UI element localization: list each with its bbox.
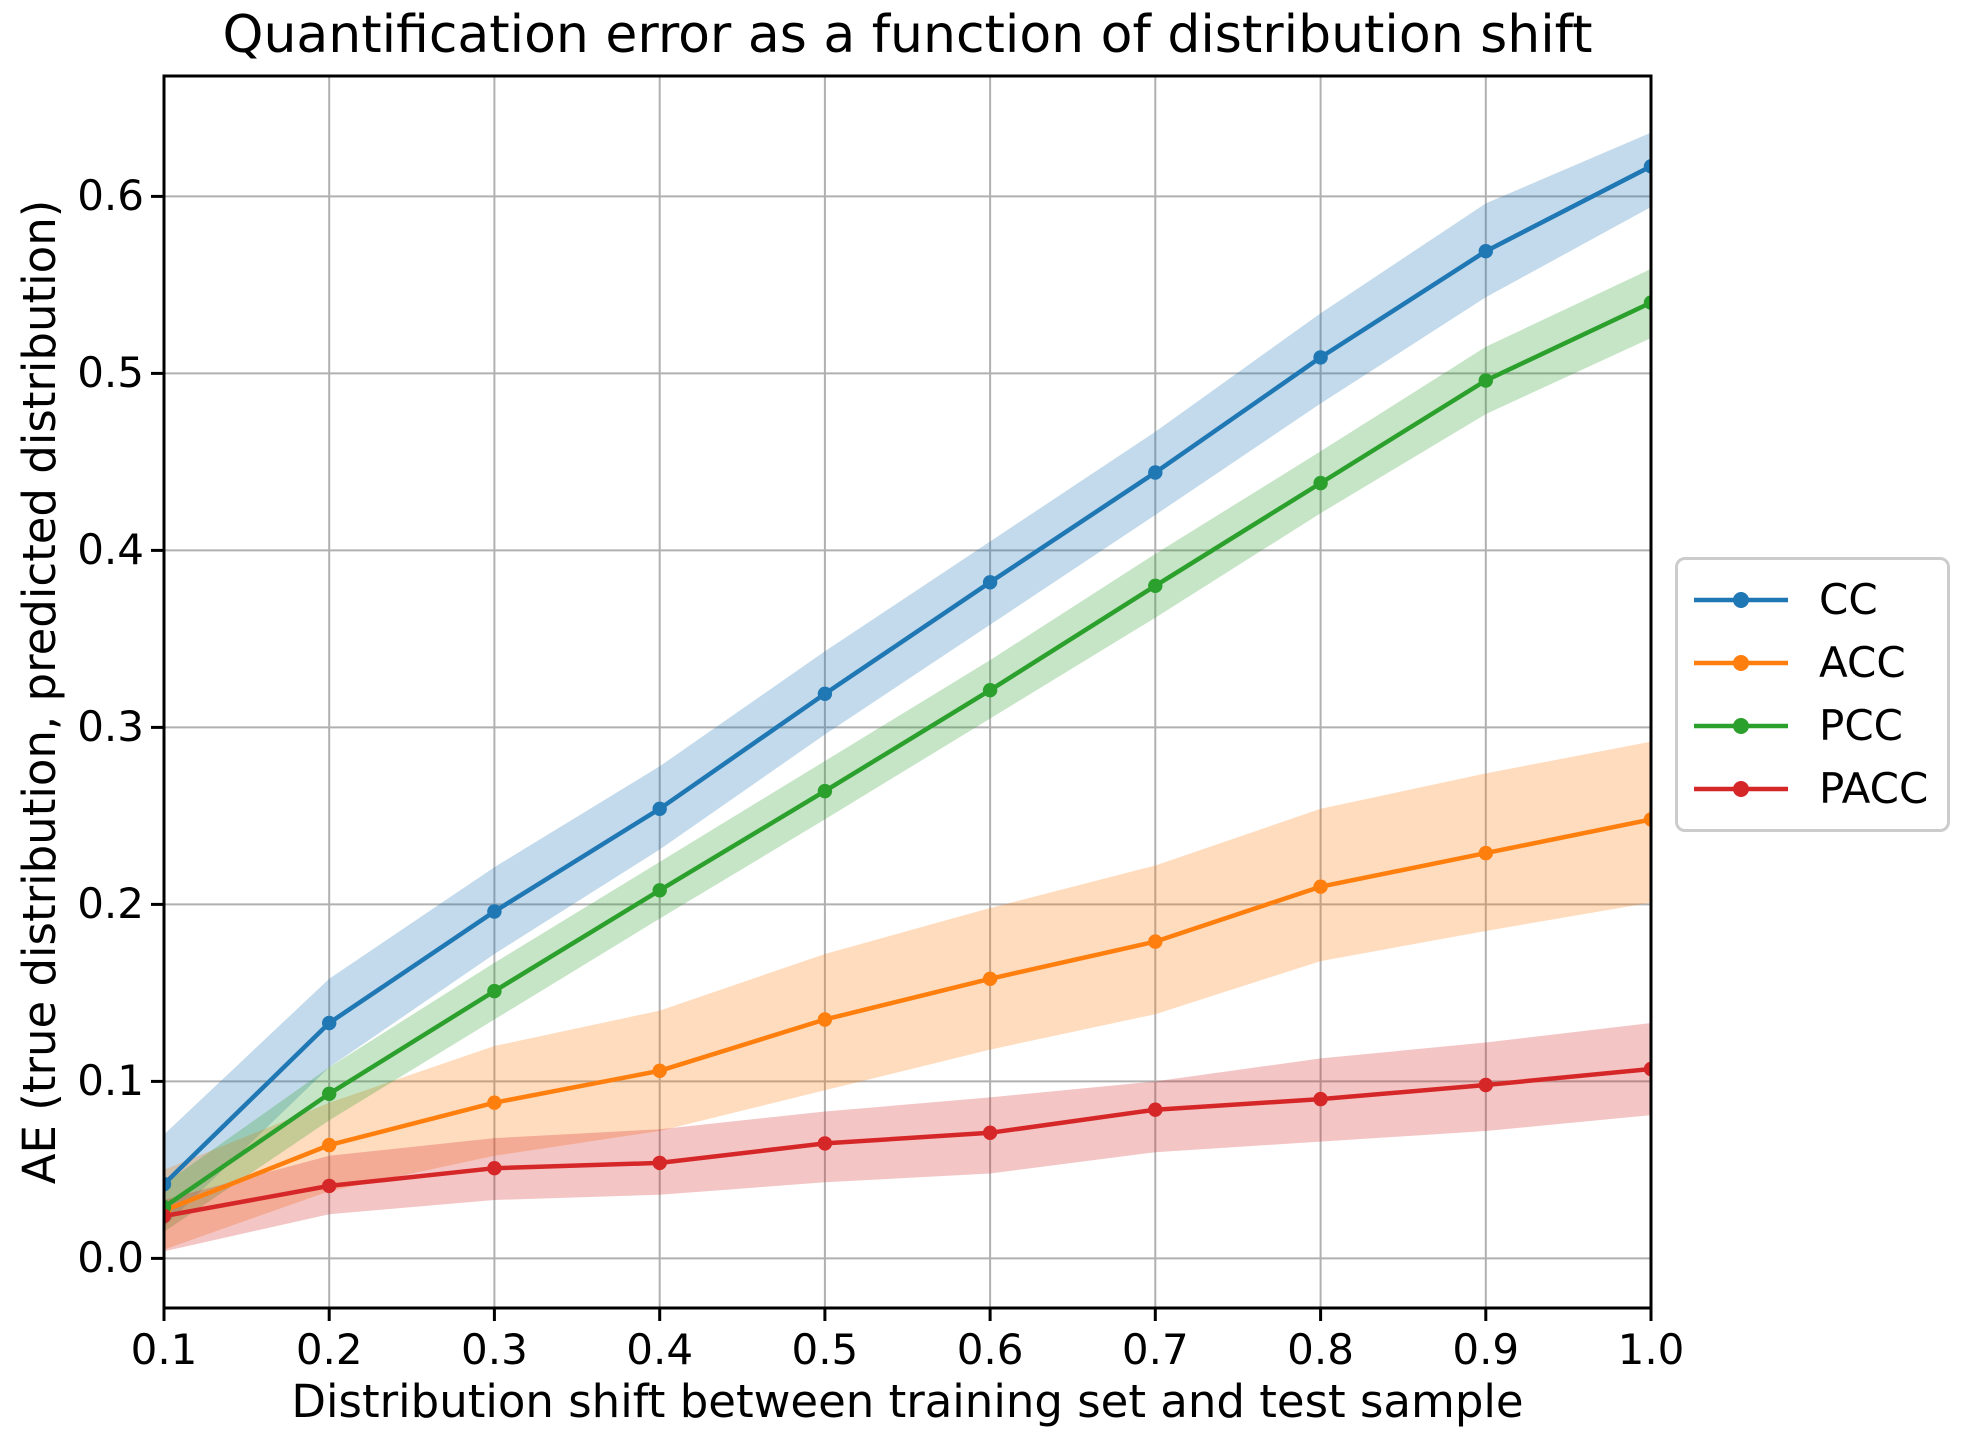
chart-title: Quantification error as a function of di…	[222, 5, 1593, 65]
x-tick-label: 0.4	[626, 1325, 694, 1374]
marker-acc	[1313, 879, 1328, 894]
y-tick-label: 0.6	[77, 171, 144, 221]
marker-pacc	[1148, 1102, 1163, 1117]
y-tick-label: 0.5	[77, 348, 144, 398]
marker-pcc	[1478, 373, 1494, 388]
marker-pacc	[487, 1161, 502, 1176]
marker-cc	[164, 1176, 172, 1192]
marker-pcc	[1643, 295, 1651, 310]
marker-pcc	[322, 1086, 337, 1102]
marker-pacc	[1478, 1077, 1494, 1093]
legend-label: ACC	[1819, 637, 1906, 687]
marker-pacc	[164, 1208, 172, 1224]
y-tick-label: 0.0	[77, 1233, 144, 1283]
marker-acc	[652, 1063, 667, 1079]
markers-cc	[164, 159, 1651, 1192]
legend-label: PACC	[1819, 764, 1929, 814]
y-tick-label: 0.1	[77, 1056, 144, 1106]
marker-cc	[487, 904, 502, 919]
legend-line-sample-cc	[1694, 591, 1788, 608]
legend-item-pcc: PCC	[1678, 701, 1947, 751]
data-layer	[164, 132, 1651, 1252]
marker-acc	[1643, 812, 1651, 827]
marker-acc	[982, 971, 998, 986]
marker-pcc	[982, 683, 998, 698]
marker-cc	[1313, 350, 1328, 365]
marker-pacc	[982, 1125, 998, 1141]
legend-line-sample-acc	[1694, 654, 1788, 671]
marker-cc	[1643, 159, 1651, 174]
y-tick-label: 0.4	[77, 525, 144, 575]
error-band-cc	[164, 132, 1651, 1227]
error-band-acc	[164, 741, 1651, 1250]
legend-item-pacc: PACC	[1678, 764, 1947, 814]
legend-line-sample-pacc	[1694, 781, 1788, 798]
x-tick-label: 0.8	[1287, 1325, 1354, 1374]
marker-cc	[322, 1015, 337, 1031]
x-tick-label: 1.0	[1617, 1325, 1685, 1374]
marker-pacc	[1313, 1091, 1328, 1107]
marker-pacc	[322, 1178, 337, 1194]
legend: CC ACC PCC PACC	[1675, 557, 1950, 832]
marker-acc	[1148, 934, 1163, 949]
x-tick-label: 0.5	[791, 1325, 859, 1374]
marker-pcc	[1313, 475, 1328, 491]
x-axis-label: Distribution shift between training set …	[291, 1375, 1524, 1428]
line-pcc	[164, 300, 1651, 1210]
marker-acc	[1478, 845, 1494, 861]
legend-label: PCC	[1819, 701, 1903, 751]
legend-sample-marker	[1733, 591, 1749, 608]
legend-item-acc: ACC	[1678, 638, 1947, 688]
marker-acc	[322, 1137, 337, 1153]
marker-cc	[1478, 244, 1494, 259]
marker-acc	[487, 1095, 502, 1110]
x-tick-label: 0.1	[130, 1325, 198, 1374]
legend-line-sample-pcc	[1694, 718, 1788, 735]
marker-pacc	[652, 1155, 667, 1171]
y-tick-label: 0.3	[77, 702, 144, 752]
marker-cc	[982, 575, 998, 590]
marker-cc	[1148, 465, 1163, 480]
marker-cc	[817, 686, 833, 701]
marker-pcc	[817, 783, 833, 799]
legend-sample-marker	[1733, 654, 1749, 671]
marker-cc	[652, 801, 667, 816]
plot-border	[162, 74, 1653, 1310]
marker-pcc	[652, 883, 667, 898]
x-tick-label: 0.3	[461, 1325, 528, 1374]
x-tick-label: 0.2	[295, 1325, 363, 1374]
marker-acc	[817, 1012, 833, 1027]
legend-item-cc: CC	[1678, 575, 1947, 625]
legend-sample-marker	[1733, 718, 1749, 735]
marker-pacc	[817, 1136, 833, 1151]
x-tick-label: 0.6	[956, 1325, 1024, 1374]
marker-pcc	[1148, 578, 1163, 593]
markers-pacc	[164, 1061, 1651, 1224]
legend-label: CC	[1819, 574, 1878, 624]
markers-pcc	[164, 295, 1651, 1215]
line-pacc	[164, 1066, 1651, 1219]
y-tick-label: 0.2	[77, 879, 144, 929]
line-acc	[164, 817, 1651, 1213]
marker-pcc	[487, 983, 502, 999]
line-cc	[164, 164, 1651, 1187]
marker-pacc	[1643, 1061, 1651, 1077]
x-tick-label: 0.9	[1452, 1325, 1520, 1374]
x-tick-label: 0.7	[1121, 1325, 1189, 1374]
legend-sample-marker	[1733, 781, 1749, 798]
